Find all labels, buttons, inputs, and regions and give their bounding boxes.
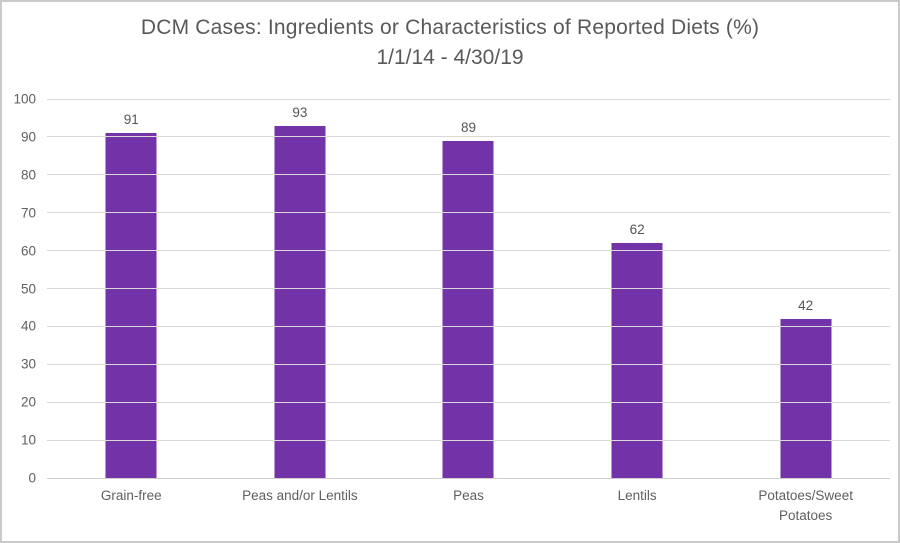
y-tick-label: 80 bbox=[20, 167, 36, 183]
bar-value-label: 62 bbox=[629, 222, 645, 238]
bar-slot: 89 bbox=[384, 99, 553, 478]
y-axis: 0 10 20 30 40 50 60 70 80 90 100 bbox=[2, 92, 40, 486]
y-tick-label: 40 bbox=[20, 318, 36, 334]
x-category-label: Lentils bbox=[617, 488, 657, 503]
bar bbox=[442, 140, 494, 478]
gridline bbox=[47, 325, 890, 327]
x-category-label: Peas bbox=[453, 488, 484, 503]
bar-value-label: 91 bbox=[123, 112, 139, 128]
gridline bbox=[47, 439, 890, 441]
x-category-label: Peas and/or Lentils bbox=[242, 488, 358, 503]
bar bbox=[611, 243, 663, 478]
chart-title: DCM Cases: Ingredients or Characteristic… bbox=[140, 16, 760, 39]
y-tick-label: 10 bbox=[20, 432, 36, 448]
x-axis-category-labels: Grain-free Peas and/or Lentils Peas Lentils… bbox=[47, 486, 890, 525]
bar bbox=[105, 133, 157, 478]
y-tick-label: 60 bbox=[20, 243, 36, 259]
gridline bbox=[47, 174, 890, 176]
y-tick-label: 90 bbox=[20, 129, 36, 145]
y-tick-label: 20 bbox=[20, 394, 36, 410]
bar-slot: 42 bbox=[721, 99, 890, 478]
y-tick-label: 100 bbox=[13, 91, 36, 107]
gridline bbox=[47, 136, 890, 138]
y-tick-label: 0 bbox=[28, 470, 36, 486]
gridline bbox=[47, 250, 890, 252]
gridline bbox=[47, 401, 890, 403]
bar-value-label: 89 bbox=[460, 119, 476, 135]
bar bbox=[780, 318, 832, 478]
x-axis-line bbox=[47, 477, 890, 479]
bar-slot: 62 bbox=[553, 99, 722, 478]
x-category-label: Potatoes/Sweet Potatoes bbox=[758, 488, 853, 523]
bar-value-label: 93 bbox=[292, 104, 308, 120]
gridline bbox=[47, 98, 890, 100]
y-tick-label: 50 bbox=[20, 281, 36, 296]
plot-area: 91 93 89 62 42 bbox=[47, 98, 890, 479]
bar-slot: 91 bbox=[47, 99, 216, 478]
gridline bbox=[47, 288, 890, 289]
chart-subtitle: 1/1/14 - 4/30/19 bbox=[376, 46, 524, 69]
y-tick-label: 30 bbox=[20, 356, 36, 372]
bar bbox=[274, 125, 326, 478]
y-tick-label: 70 bbox=[20, 205, 36, 221]
gridline bbox=[47, 212, 890, 214]
x-category-label: Grain-free bbox=[100, 488, 162, 503]
bar-slot: 93 bbox=[216, 99, 385, 478]
bar-value-label: 42 bbox=[798, 297, 814, 313]
bar-series: 91 93 89 62 42 bbox=[47, 99, 890, 478]
gridline bbox=[47, 363, 890, 365]
